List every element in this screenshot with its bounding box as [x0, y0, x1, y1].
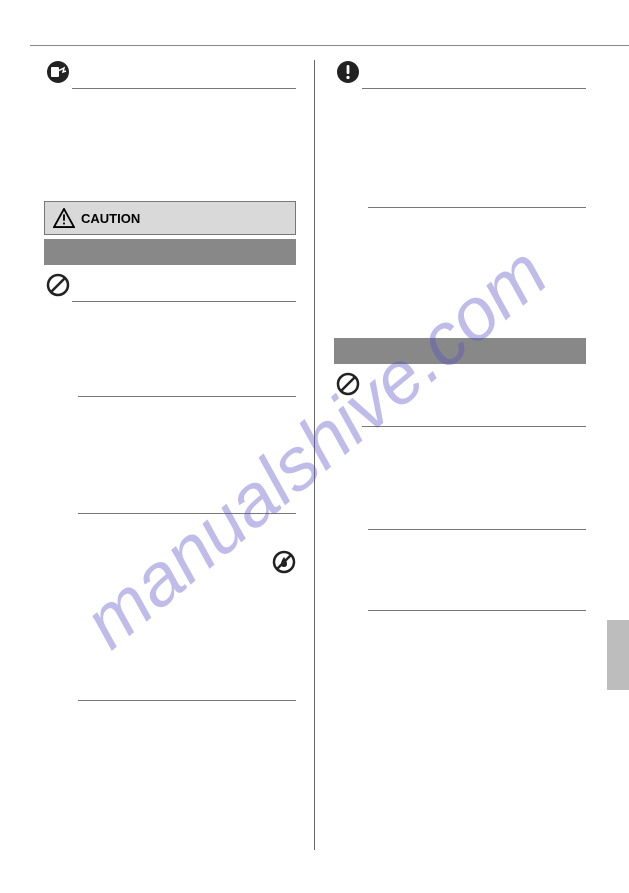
- caution-label: CAUTION: [81, 211, 140, 226]
- text-block: [368, 431, 586, 519]
- separator: [368, 529, 586, 530]
- prohibit-icon: [44, 273, 72, 297]
- text-block: [368, 93, 586, 197]
- separator: [368, 207, 586, 208]
- right-item-3: [368, 536, 586, 604]
- text-line: [368, 372, 586, 422]
- text-block: [78, 520, 296, 576]
- section-header-a: [44, 239, 296, 265]
- right-item-1: [334, 60, 586, 93]
- left-item-2-title: [72, 273, 296, 302]
- separator: [78, 396, 296, 397]
- left-item-2: [44, 273, 296, 306]
- right-item-1b: [368, 214, 586, 330]
- section-header-b: [334, 338, 586, 364]
- right-item-2-desc: [368, 431, 586, 523]
- left-item-4: [78, 520, 296, 580]
- left-item-3: [78, 403, 296, 507]
- text-line: [78, 60, 296, 84]
- left-item-1: [44, 60, 296, 93]
- left-item-1-title: [72, 60, 296, 89]
- text-block: [368, 214, 586, 326]
- no-water-icon: [272, 550, 296, 579]
- header-rule: [30, 45, 629, 46]
- left-item-2-desc: [78, 306, 296, 390]
- text-line: [368, 60, 586, 84]
- left-column: CAUTION: [44, 60, 296, 755]
- separator: [368, 610, 586, 611]
- text-line: [78, 273, 296, 297]
- left-item-1-desc: [78, 93, 296, 193]
- left-item-5: [78, 707, 296, 755]
- text-block: [78, 93, 296, 189]
- right-item-2-title: [362, 372, 586, 427]
- right-item-4: [368, 617, 586, 733]
- text-block: [78, 403, 296, 503]
- right-item-1-desc: [368, 93, 586, 201]
- text-block: [78, 580, 296, 690]
- column-divider: [314, 60, 315, 850]
- exclamation-icon: [334, 60, 362, 84]
- text-block: [78, 306, 296, 386]
- text-block: [78, 707, 296, 751]
- page: manualshive.com: [0, 0, 629, 893]
- warning-icon: [53, 208, 75, 228]
- separator: [78, 513, 296, 514]
- unplug-icon: [44, 60, 72, 84]
- right-item-1-title: [362, 60, 586, 89]
- left-item-4b: [78, 580, 296, 694]
- separator: [78, 700, 296, 701]
- page-tab: [607, 620, 629, 690]
- text-block: [368, 617, 586, 729]
- right-item-2: [334, 372, 586, 431]
- text-block: [368, 536, 586, 600]
- caution-box: CAUTION: [44, 201, 296, 235]
- right-column: [334, 60, 586, 733]
- prohibit-icon: [334, 372, 362, 396]
